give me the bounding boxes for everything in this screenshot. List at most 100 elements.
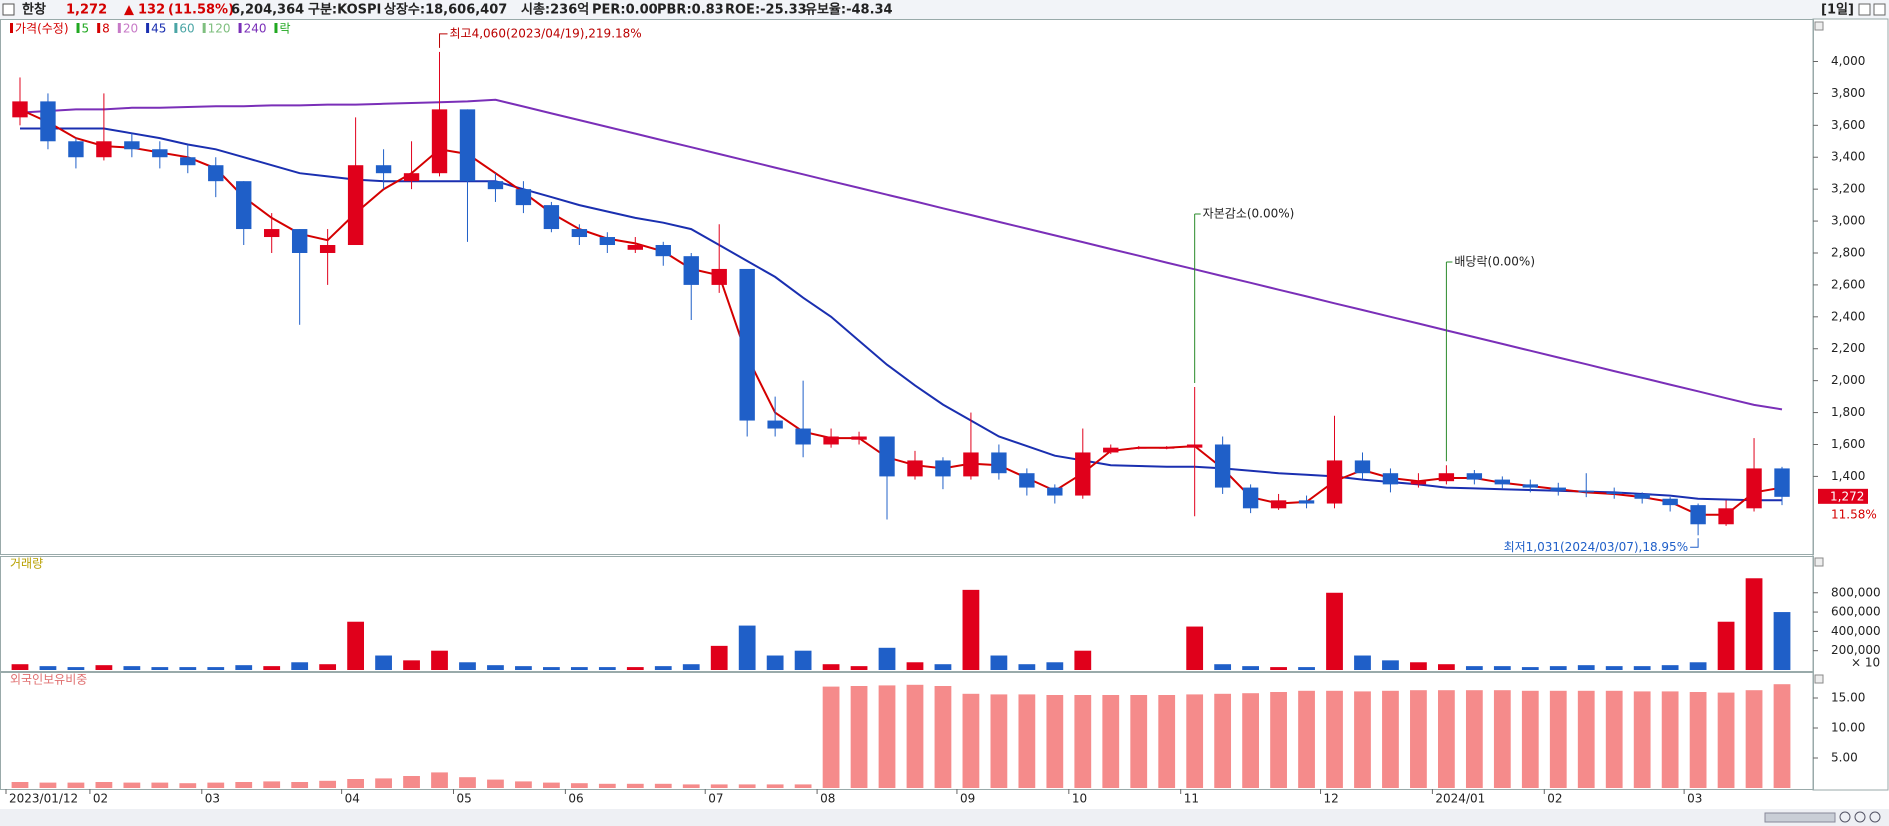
period-button[interactable]: [1일] [1821, 3, 1854, 18]
x-tick-label: 09 [960, 792, 975, 806]
candle-body [1382, 473, 1399, 485]
candle-body [515, 189, 532, 206]
candle-body [1298, 500, 1315, 504]
bar [263, 666, 281, 670]
bar [1465, 690, 1483, 788]
legend-swatch [76, 23, 80, 33]
bar [375, 778, 392, 788]
bar [794, 784, 812, 788]
market: 구분:KOSPI [308, 3, 381, 18]
candle-body [1662, 498, 1678, 506]
bar [710, 645, 728, 670]
panel-button[interactable] [1814, 674, 1824, 684]
bar [1326, 592, 1343, 670]
bar [626, 667, 644, 670]
change-arrow: ▲ [124, 3, 134, 18]
candle-body [1186, 444, 1203, 448]
bar [291, 782, 309, 788]
y-tick-label: 10.00 [1831, 721, 1865, 735]
bar [347, 621, 364, 670]
bar [1018, 694, 1036, 788]
bar [1605, 666, 1623, 670]
bar [291, 662, 309, 670]
candle-body [319, 245, 336, 253]
bar [990, 655, 1008, 670]
bar [1438, 690, 1455, 788]
candle-body [1159, 447, 1175, 449]
bar [1130, 695, 1148, 788]
candle-body [1690, 505, 1706, 525]
bar [347, 779, 364, 788]
legend-label: 60 [179, 22, 194, 36]
zoom-out[interactable] [1854, 811, 1866, 823]
candle-body [152, 149, 168, 158]
checkbox[interactable] [2, 3, 15, 16]
per: PER:0.00 [592, 3, 658, 18]
candle-body [1410, 481, 1427, 485]
bar [179, 667, 197, 670]
bar [515, 666, 532, 670]
bar [1410, 662, 1427, 670]
bar [1773, 612, 1791, 670]
axis-area [1812, 18, 1889, 791]
bar [1242, 666, 1259, 670]
x-tick-label: 2024/01 [1435, 792, 1485, 806]
candle-body [1326, 460, 1343, 504]
bar [179, 783, 197, 788]
bar [1102, 695, 1120, 788]
panel-button[interactable] [1814, 21, 1824, 31]
candle-body [991, 452, 1007, 474]
x-tick-label: 2023/01/12 [9, 792, 78, 806]
bar [123, 782, 141, 788]
bar [682, 784, 700, 788]
candle-body [208, 165, 224, 182]
x-tick-label: 05 [457, 792, 472, 806]
candle-body [655, 245, 671, 257]
bar [738, 625, 756, 670]
zoom-reset[interactable] [1869, 811, 1881, 823]
scroll-thumb[interactable] [1764, 812, 1836, 823]
unit-label: × 10 [1851, 656, 1880, 670]
bar [11, 664, 29, 670]
bar [1018, 664, 1036, 670]
bar [1382, 690, 1399, 788]
bar [1549, 666, 1567, 670]
x-tick-label: 03 [1687, 792, 1702, 806]
y-tick-label: 1,400 [1831, 469, 1865, 483]
bar [1521, 667, 1539, 670]
note-arrow [439, 33, 448, 48]
moving-average [19, 108, 1783, 516]
x-tick-label: 03 [205, 792, 220, 806]
close-button[interactable] [1873, 3, 1886, 16]
bar [235, 782, 253, 788]
candle-body [124, 141, 140, 150]
legend-label: 20 [123, 22, 138, 36]
bar [1158, 695, 1176, 788]
pbr: PBR:0.83 [657, 3, 724, 18]
roe: ROE:-25.33 [725, 3, 807, 18]
market-cap: 시총:236억 [521, 2, 589, 18]
candle-body [571, 229, 588, 238]
candle-body [68, 141, 84, 158]
bar [906, 684, 924, 788]
legend-label: 가격(수정) [15, 22, 69, 36]
bar [682, 664, 700, 670]
candle-body [795, 428, 811, 445]
bar [67, 782, 85, 788]
candle-body [236, 181, 252, 230]
y-tick-label: 2,600 [1831, 277, 1865, 291]
candle-body [1019, 473, 1035, 488]
window-button[interactable] [1858, 3, 1871, 16]
scroll-bar [0, 809, 1889, 826]
panel-button[interactable] [1814, 557, 1824, 567]
candle-body [291, 229, 308, 253]
last-price: 1,272 [1830, 489, 1864, 503]
y-tick-label: 3,600 [1831, 118, 1865, 132]
bar [710, 784, 728, 788]
bar [598, 667, 616, 670]
bar [431, 650, 448, 670]
zoom-in[interactable] [1839, 811, 1851, 823]
bar [487, 779, 504, 788]
candle-body [1746, 468, 1762, 509]
candle-body [1494, 479, 1511, 485]
